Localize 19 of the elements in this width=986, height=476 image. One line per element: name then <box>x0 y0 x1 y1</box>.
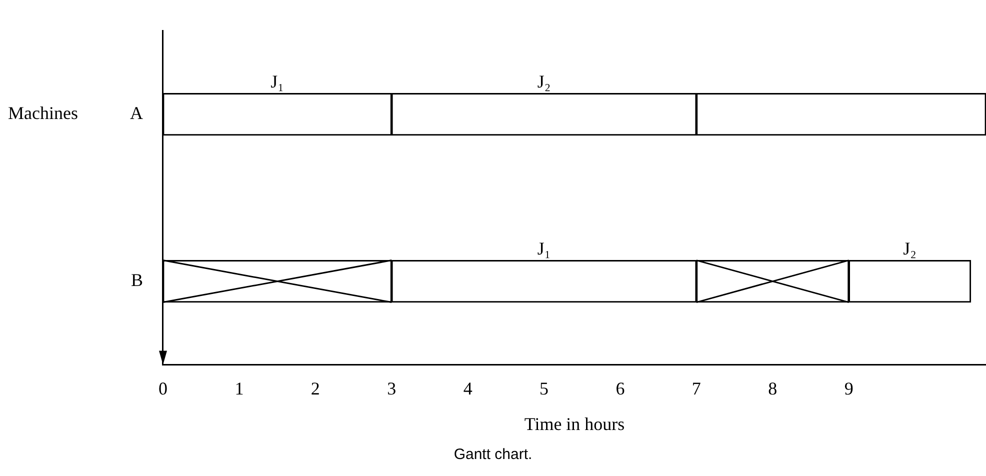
x-tick-label: 9 <box>844 378 854 398</box>
series-label: J₂ <box>537 71 551 92</box>
x-tick-label: 0 <box>158 378 168 398</box>
text: Gantt chart. <box>452 446 534 463</box>
x-tick-label: 7 <box>692 378 701 398</box>
x-tick-label: 1 <box>234 378 244 398</box>
series-label: J₁ <box>270 71 284 92</box>
x-tick-label: 4 <box>463 378 472 398</box>
x-tick-label: 6 <box>616 378 625 398</box>
y-axis-title: Machines <box>8 103 78 124</box>
series-label: J₂ <box>903 238 916 258</box>
x-tick-label: 8 <box>768 378 778 398</box>
x-tick-label: 3 <box>387 378 396 398</box>
x-tick-label: 2 <box>310 378 320 398</box>
y-tick-label: B <box>130 270 143 290</box>
x-axis-title: Time in hours <box>524 414 625 434</box>
series-label: J₁ <box>537 238 551 258</box>
x-tick-label: 5 <box>540 378 549 398</box>
y-tick-label: A <box>130 103 143 124</box>
